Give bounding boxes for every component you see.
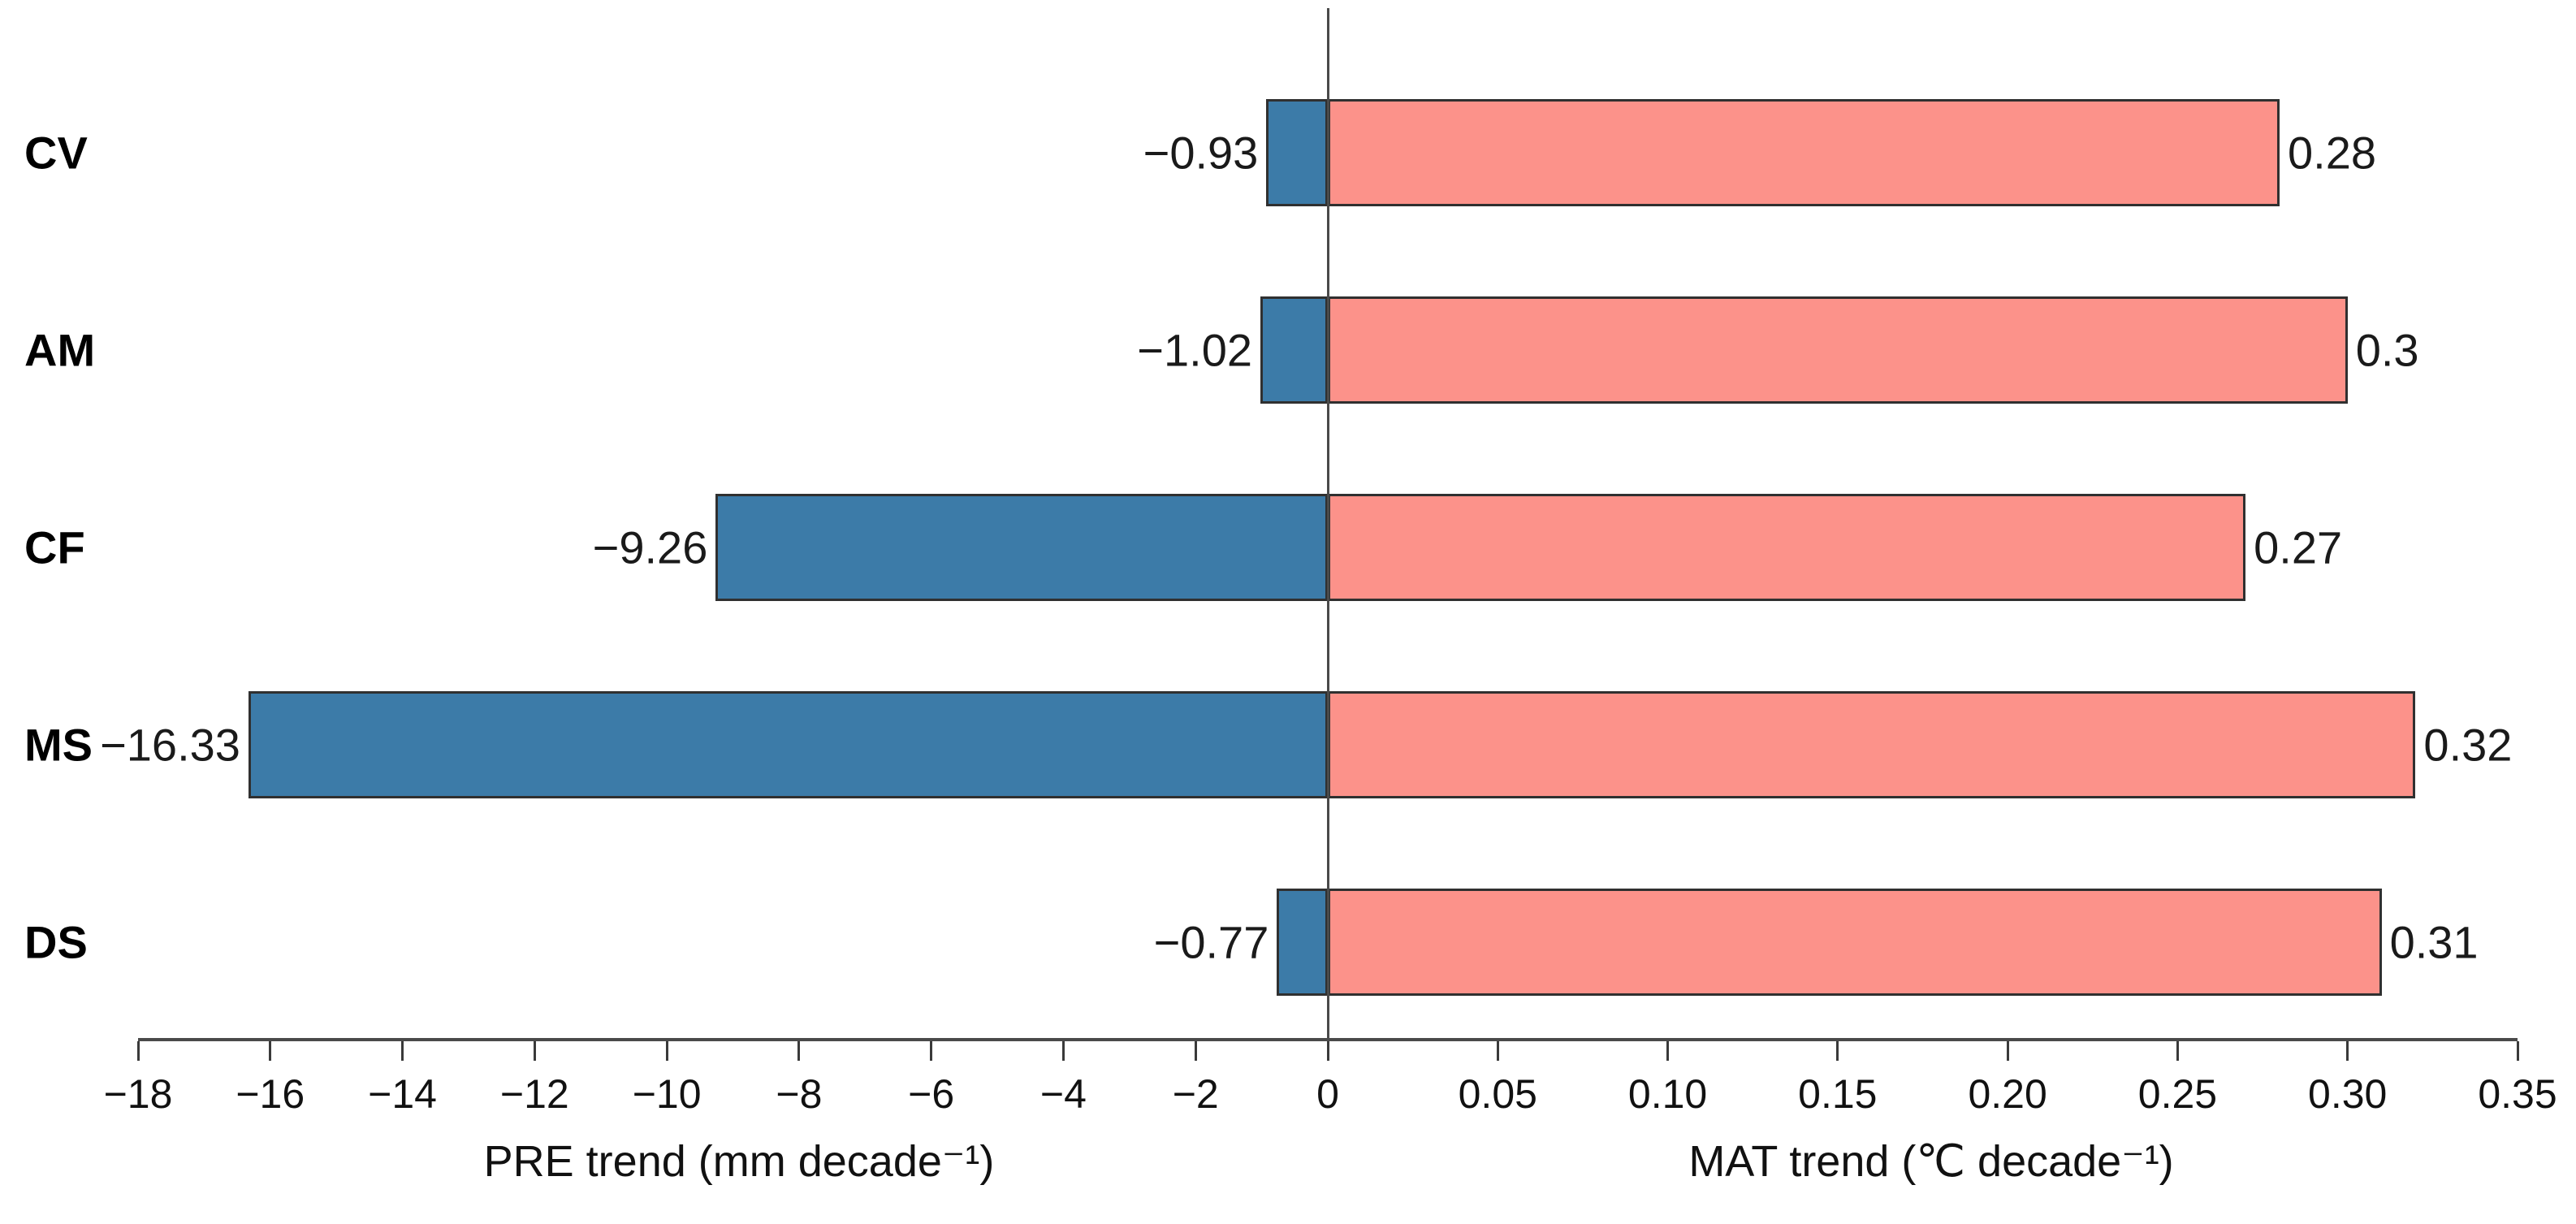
- mat-value-label-ds: 0.31: [2389, 916, 2479, 967]
- mat-axis-tick-2-mark: [1836, 1041, 1839, 1061]
- pre-axis-tick-7-mark: [1061, 1041, 1065, 1061]
- category-label-ms: MS: [24, 719, 93, 770]
- pre-axis-tick-2-mark: [401, 1041, 404, 1061]
- pre-bar-ms: [248, 690, 1328, 798]
- pre-axis-tick-9-mark: [1326, 1041, 1329, 1061]
- mat-bar-cf: [1328, 493, 2246, 601]
- mat-axis-tick-6-mark: [2516, 1041, 2519, 1061]
- mat-axis-tick-0-mark: [1496, 1041, 1499, 1061]
- pre-axis-tick-2-label: −14: [368, 1071, 437, 1117]
- x-axis-line: [138, 1038, 2518, 1041]
- mat-axis-tick-5-label: 0.30: [2308, 1071, 2388, 1117]
- mat-bar-cv: [1328, 98, 2280, 206]
- mat-axis-tick-4-label: 0.25: [2137, 1071, 2218, 1117]
- zero-reference-line: [1326, 8, 1329, 1038]
- mat-axis-tick-6-label: 0.35: [2478, 1071, 2557, 1117]
- mat-bar-am: [1328, 296, 2348, 404]
- pre-axis-tick-8-mark: [1194, 1041, 1197, 1061]
- category-label-am: AM: [24, 324, 96, 375]
- mat-value-label-ms: 0.32: [2423, 719, 2513, 770]
- mat-axis-tick-3-label: 0.20: [1968, 1071, 2047, 1117]
- category-label-cf: CF: [24, 521, 85, 573]
- pre-axis-tick-9-label: 0: [1316, 1071, 1339, 1117]
- mat-axis-tick-5-mark: [2346, 1041, 2349, 1061]
- pre-axis-tick-5-mark: [797, 1041, 801, 1061]
- pre-axis-tick-5-label: −8: [776, 1071, 823, 1117]
- pre-bar-cf: [715, 493, 1328, 601]
- pre-value-label-ms: −16.33: [100, 719, 240, 770]
- mat-axis-title: MAT trend (℃ decade⁻¹): [1688, 1137, 2174, 1186]
- pre-axis-tick-4-mark: [665, 1041, 668, 1061]
- pre-value-label-ds: −0.77: [1153, 916, 1269, 967]
- pre-bar-am: [1260, 296, 1328, 404]
- pre-axis-tick-3-mark: [533, 1041, 536, 1061]
- mat-axis-tick-1-mark: [1666, 1041, 1670, 1061]
- pre-axis-tick-0-mark: [136, 1041, 140, 1061]
- pre-bar-cv: [1266, 98, 1328, 206]
- mat-bar-ds: [1328, 888, 2382, 996]
- pre-axis-tick-6-mark: [930, 1041, 933, 1061]
- mat-axis-tick-1-label: 0.10: [1627, 1071, 1708, 1117]
- mat-value-label-am: 0.3: [2355, 324, 2419, 375]
- pre-value-label-cv: −0.93: [1143, 127, 1259, 178]
- pre-axis-tick-3-label: −12: [499, 1071, 569, 1117]
- pre-value-label-cf: −9.26: [592, 521, 708, 573]
- pre-bar-ds: [1277, 888, 1328, 996]
- pre-axis-tick-1-label: −16: [236, 1071, 305, 1117]
- pre-axis-tick-8-label: −2: [1172, 1071, 1219, 1117]
- pre-axis-title: PRE trend (mm decade⁻¹): [483, 1137, 995, 1186]
- mat-value-label-cf: 0.27: [2254, 521, 2343, 573]
- mat-axis-tick-3-mark: [2006, 1041, 2009, 1061]
- category-label-cv: CV: [24, 127, 88, 178]
- mat-axis-tick-0-label: 0.05: [1458, 1071, 1537, 1117]
- mat-value-label-cv: 0.28: [2288, 127, 2376, 178]
- pre-axis-tick-0-label: −18: [103, 1071, 173, 1117]
- pre-axis-tick-4-label: −10: [632, 1071, 702, 1117]
- pre-axis-tick-7-label: −4: [1039, 1071, 1087, 1117]
- mat-axis-tick-2-label: 0.15: [1798, 1071, 1878, 1117]
- pre-axis-tick-1-mark: [269, 1041, 272, 1061]
- pre-value-label-am: −1.02: [1137, 324, 1252, 375]
- mat-bar-ms: [1328, 690, 2416, 798]
- category-label-ds: DS: [24, 916, 88, 967]
- pre-axis-tick-6-label: −6: [908, 1071, 955, 1117]
- mat-axis-tick-4-mark: [2176, 1041, 2179, 1061]
